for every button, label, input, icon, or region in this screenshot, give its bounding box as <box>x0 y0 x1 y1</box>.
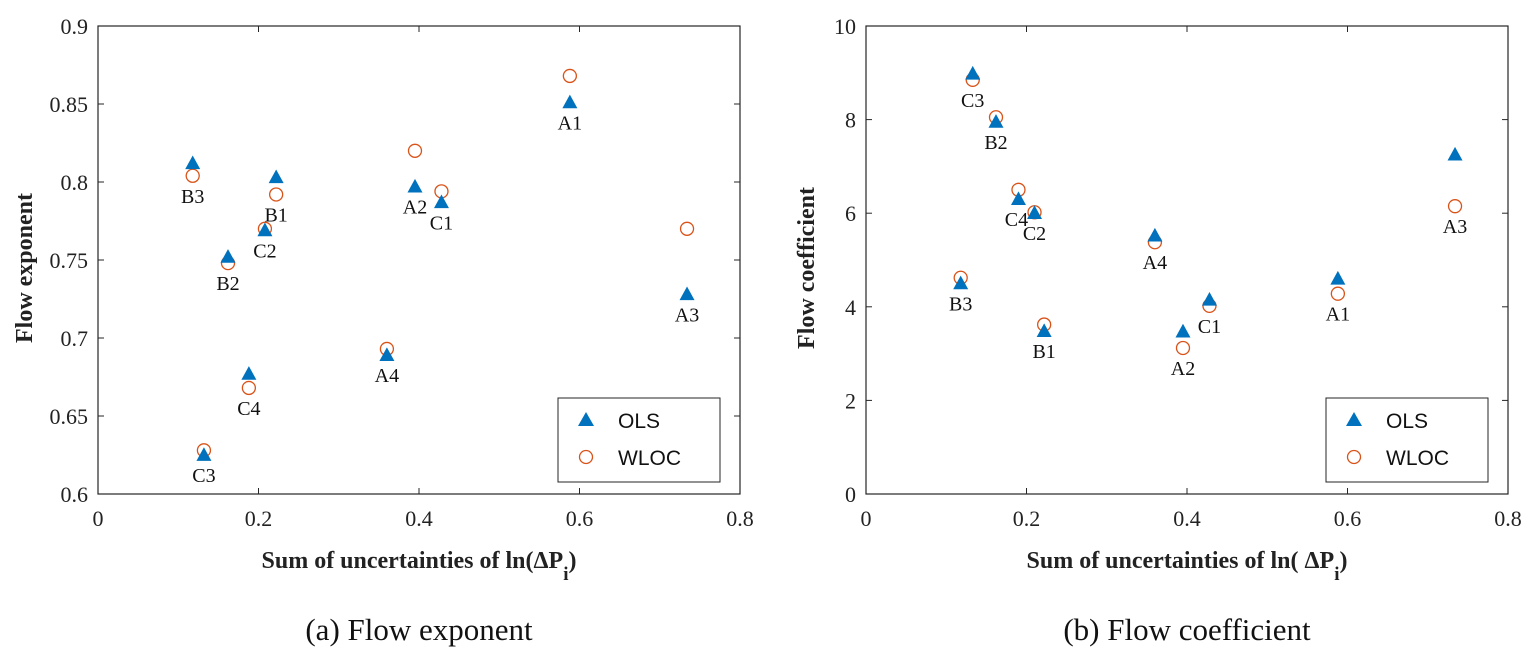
y-tick-label: 0.9 <box>61 14 89 39</box>
point-label-C4: C4 <box>1005 209 1028 231</box>
legend-label-ols: OLS <box>618 410 660 433</box>
point-label-A4: A4 <box>375 365 399 387</box>
y-tick-label: 10 <box>834 14 856 39</box>
legend-box <box>557 397 721 483</box>
x-tick-label: 0 <box>861 506 872 531</box>
point-label-A2: A2 <box>403 197 427 219</box>
legend-wloc-marker <box>1346 449 1362 465</box>
legend-label-ols: OLS <box>1386 410 1428 433</box>
legend-ols-marker <box>1346 412 1362 426</box>
ols-point-B1 <box>1036 323 1052 337</box>
y-axis-label: Flow coefficient <box>794 187 820 349</box>
x-tick-label: 0.2 <box>1013 506 1041 531</box>
ols-point-B2 <box>220 249 236 263</box>
y-tick-label: 0.65 <box>50 404 89 429</box>
y-axis-label: Flow exponent <box>12 193 38 343</box>
legend-wloc-marker <box>578 449 594 465</box>
point-label-C2: C2 <box>253 240 276 262</box>
legend-label-wloc: WLOC <box>618 447 681 470</box>
wloc-point-C4 <box>241 380 257 396</box>
panel-caption: (a) Flow exponent <box>305 612 533 647</box>
x-tick-label: 0.6 <box>1334 506 1362 531</box>
chart-panel-b: 0 0.2 0.4 0.6 0.8 0 2 4 6 8 10 Flow coefficient Sum … <box>794 14 1522 647</box>
legend-ols-marker <box>578 412 594 426</box>
point-label-C1: C1 <box>1198 316 1221 338</box>
wloc-point-B1 <box>269 187 284 202</box>
legend: OLS WLOC <box>557 397 721 483</box>
x-tick-label: 0.6 <box>566 506 594 531</box>
point-label-A3: A3 <box>1443 216 1467 238</box>
ols-point-A1 <box>1330 270 1346 285</box>
ols-point-C4 <box>1010 191 1026 206</box>
ols-point-B2 <box>988 114 1004 128</box>
ols-point-A3 <box>1447 146 1463 161</box>
ols-point-B3 <box>953 275 969 290</box>
panel-caption: (b) Flow coefficient <box>1063 612 1311 647</box>
ols-point-C3 <box>965 65 981 80</box>
ols-point-A4 <box>379 347 395 362</box>
ols-point-C4 <box>241 366 257 380</box>
y-tick-label: 2 <box>845 388 856 413</box>
chart-panel-a: 0 0.2 0.4 0.6 0.8 0.6 0.65 0.7 0.75 0.8 0.85 0.9 Flo… <box>12 14 754 647</box>
ols-point-C3 <box>196 447 212 461</box>
point-label-C2: C2 <box>1023 223 1046 245</box>
ols-point-A3 <box>679 286 695 301</box>
y-tick-label: 0.85 <box>50 92 89 117</box>
point-label-B1: B1 <box>1032 341 1055 363</box>
x-tick-label: 0 <box>93 506 104 531</box>
x-axis-label: Sum of uncertainties of ln( ΔPi) <box>1027 548 1348 585</box>
legend-label-wloc: WLOC <box>1386 447 1449 470</box>
wloc-point-A2 <box>407 143 423 158</box>
ols-point-A4 <box>1147 227 1163 242</box>
y-tick-label: 0 <box>845 482 856 507</box>
y-tick-label: 0.75 <box>50 248 89 273</box>
ols-point-A1 <box>562 94 578 109</box>
ols-point-A2 <box>1175 323 1191 338</box>
wloc-point-A1 <box>1330 286 1346 301</box>
x-tick-label: 0.2 <box>245 506 273 531</box>
point-label-C1: C1 <box>430 212 453 234</box>
y-tick-label: 8 <box>845 108 856 133</box>
point-label-A3: A3 <box>675 304 699 326</box>
ols-point-C1 <box>1201 291 1217 306</box>
x-tick-label: 0.4 <box>405 506 433 531</box>
ols-point-B3 <box>185 155 201 170</box>
point-label-B3: B3 <box>181 186 204 208</box>
ols-point-C2 <box>257 222 273 237</box>
x-tick-label: 0.8 <box>1494 506 1522 531</box>
wloc-point-B3 <box>185 168 200 183</box>
point-label-A2: A2 <box>1171 358 1195 380</box>
y-tick-label: 4 <box>845 295 856 320</box>
point-label-B3: B3 <box>949 293 972 315</box>
x-tick-label: 0.4 <box>1173 506 1201 531</box>
wloc-point-A2 <box>1175 340 1191 356</box>
ols-point-A2 <box>407 178 423 193</box>
ols-point-C1 <box>433 194 449 209</box>
point-label-B1: B1 <box>264 204 287 226</box>
y-tick-label: 0.8 <box>61 170 89 195</box>
legend-box <box>1325 397 1489 483</box>
wloc-point-A3 <box>1447 199 1463 214</box>
point-label-C3: C3 <box>192 465 215 487</box>
point-label-A1: A1 <box>558 112 582 134</box>
point-label-A4: A4 <box>1143 252 1167 274</box>
wloc-point-A3 <box>679 221 695 236</box>
ols-point-B1 <box>268 169 284 184</box>
y-tick-label: 0.6 <box>61 482 89 507</box>
point-label-C4: C4 <box>237 398 260 420</box>
x-axis-label: Sum of uncertainties of ln(ΔPi) <box>262 548 577 585</box>
ols-point-C2 <box>1027 205 1043 220</box>
y-tick-label: 6 <box>845 201 856 226</box>
y-tick-label: 0.7 <box>61 326 89 351</box>
x-tick-label: 0.8 <box>726 506 754 531</box>
point-label-A1: A1 <box>1326 304 1350 326</box>
point-label-B2: B2 <box>984 132 1007 154</box>
point-label-C3: C3 <box>961 90 984 112</box>
legend: OLS WLOC <box>1325 397 1489 483</box>
wloc-point-A1 <box>562 68 578 84</box>
point-label-B2: B2 <box>216 273 239 295</box>
